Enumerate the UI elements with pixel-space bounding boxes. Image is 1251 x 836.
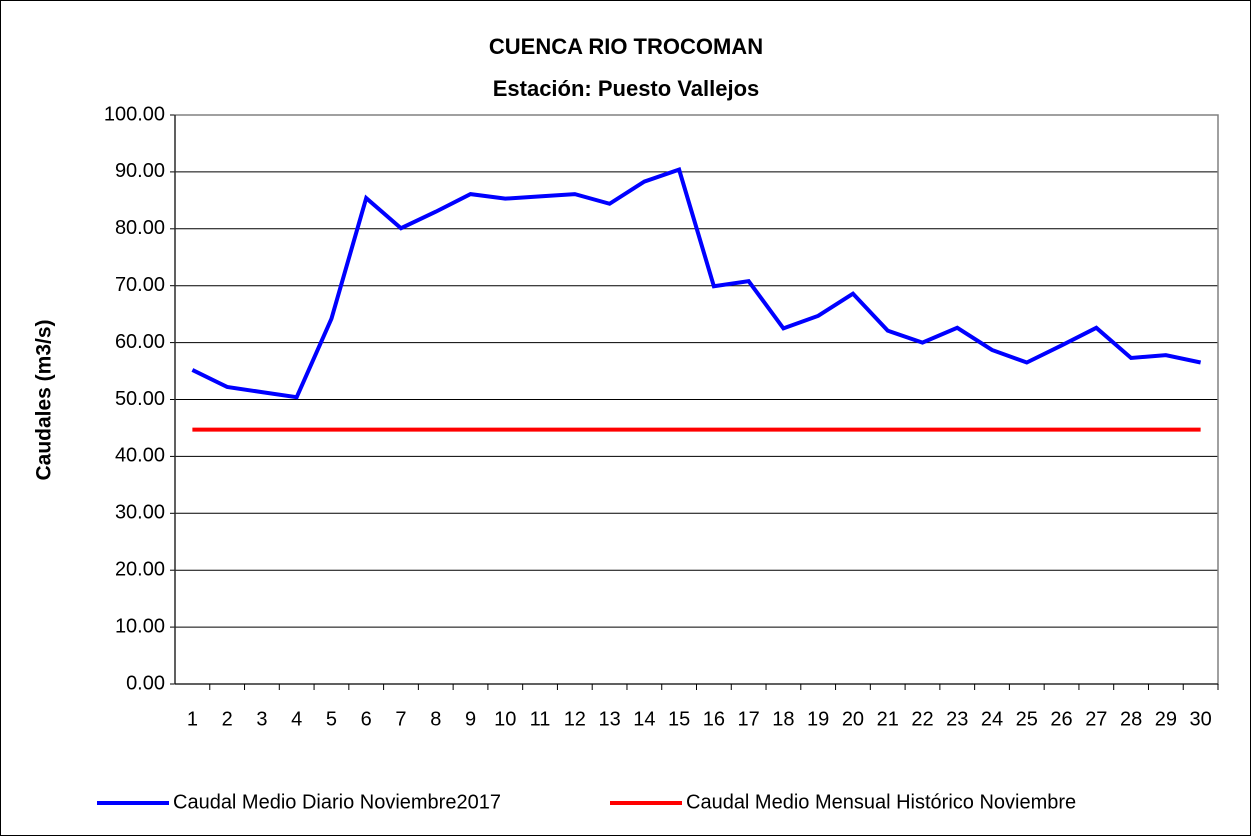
x-tick-label: 1: [187, 708, 198, 730]
x-tick-label: 20: [842, 708, 864, 730]
chart-subtitle: Estación: Puesto Vallejos: [493, 76, 760, 101]
x-tick-label: 22: [911, 708, 933, 730]
x-tick-label: 7: [395, 708, 406, 730]
y-axis-label: Caudales (m3/s): [33, 319, 56, 480]
x-tick-label: 12: [564, 708, 586, 730]
x-tick-label: 6: [361, 708, 372, 730]
y-tick-label: 100.00: [104, 103, 165, 125]
x-tick-label: 26: [1050, 708, 1072, 730]
x-tick-label: 17: [738, 708, 760, 730]
x-tick-label: 3: [256, 708, 267, 730]
x-tick-label: 9: [465, 708, 476, 730]
y-tick-label: 70.00: [115, 274, 165, 296]
y-tick-label: 10.00: [115, 615, 165, 637]
x-tick-label: 21: [877, 708, 899, 730]
x-tick-label: 14: [633, 708, 655, 730]
x-tick-label: 19: [807, 708, 829, 730]
series-line: [191, 167, 1202, 400]
x-tick-label: 2: [222, 708, 233, 730]
y-tick-label: 90.00: [115, 160, 165, 182]
x-tick-label: 13: [598, 708, 620, 730]
x-tick-label: 25: [1016, 708, 1038, 730]
y-tick-label: 50.00: [115, 388, 165, 410]
y-tick-label: 30.00: [115, 502, 165, 524]
legend-label: Caudal Medio Diario Noviembre2017: [173, 791, 501, 813]
x-tick-label: 30: [1189, 708, 1211, 730]
x-tick-label: 28: [1120, 708, 1142, 730]
y-tick-label: 60.00: [115, 331, 165, 353]
y-tick-label: 0.00: [126, 672, 165, 694]
x-tick-label: 11: [530, 708, 551, 730]
x-tick-label: 10: [494, 708, 516, 730]
x-tick-label: 8: [430, 708, 441, 730]
chart-title: CUENCA RIO TROCOMAN: [489, 34, 763, 59]
x-tick-label: 15: [668, 708, 690, 730]
x-tick-label: 29: [1155, 708, 1177, 730]
x-tick-label: 4: [291, 708, 302, 730]
y-tick-label: 20.00: [115, 558, 165, 580]
legend-label: Caudal Medio Mensual Histórico Noviembre: [686, 791, 1076, 813]
y-tick-label: 80.00: [115, 217, 165, 239]
x-tick-label: 23: [946, 708, 968, 730]
y-tick-label: 40.00: [115, 445, 165, 467]
x-tick-label: 18: [772, 708, 794, 730]
x-tick-label: 5: [326, 708, 337, 730]
x-tick-label: 24: [981, 708, 1003, 730]
x-tick-label: 16: [703, 708, 725, 730]
x-tick-label: 27: [1085, 708, 1107, 730]
